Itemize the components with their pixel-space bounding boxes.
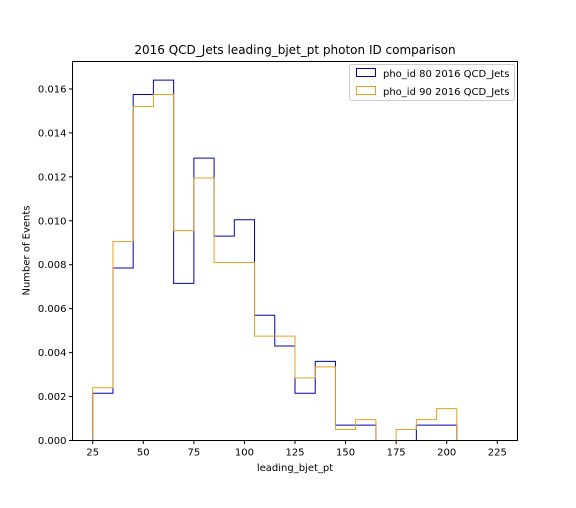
series-1-step-line <box>92 93 458 441</box>
x-tick-label: 75 <box>187 448 200 459</box>
y-axis-label: Number of Events <box>22 205 33 295</box>
y-tick-label: 0.002 <box>38 392 67 403</box>
x-tick-label: 225 <box>488 448 507 459</box>
x-tick-label: 125 <box>285 448 304 459</box>
y-tick-label: 0.004 <box>38 348 67 359</box>
y-tick-label: 0.010 <box>38 216 67 227</box>
y-tick-label: 0.000 <box>38 436 67 447</box>
x-tick-label: 175 <box>387 448 406 459</box>
legend: pho_id 80 2016 QCD_Jets pho_id 90 2016 Q… <box>349 64 515 101</box>
x-tick-label: 50 <box>137 448 150 459</box>
x-tick-label: 100 <box>235 448 254 459</box>
x-tick-label: 150 <box>336 448 355 459</box>
x-tick-label: 25 <box>86 448 99 459</box>
series-layer <box>92 79 458 441</box>
chart-title: 2016 QCD_Jets leading_bjet_pt photon ID … <box>134 43 455 57</box>
x-tick-label: 200 <box>437 448 456 459</box>
legend-swatch-pho-id-90 <box>356 86 376 95</box>
legend-label-pho-id-90: pho_id 90 2016 QCD_Jets <box>383 87 509 98</box>
y-tick-label: 0.016 <box>38 84 67 95</box>
y-tick-label: 0.012 <box>38 172 67 183</box>
legend-frame <box>349 64 515 101</box>
plot-frame <box>72 61 518 441</box>
y-tick-label: 0.014 <box>38 128 67 139</box>
y-tick-label: 0.008 <box>38 260 67 271</box>
legend-label-pho-id-80: pho_id 80 2016 QCD_Jets <box>383 69 509 80</box>
series-0-step-line <box>92 79 458 441</box>
y-tick-label: 0.006 <box>38 304 67 315</box>
legend-swatch-pho-id-80 <box>356 68 376 77</box>
ticks-layer: 25 50 75 100 125 150 175 200 225 0.000 0.002 0.004 0… <box>38 84 507 458</box>
x-axis-label: leading_bjet_pt <box>257 463 333 474</box>
